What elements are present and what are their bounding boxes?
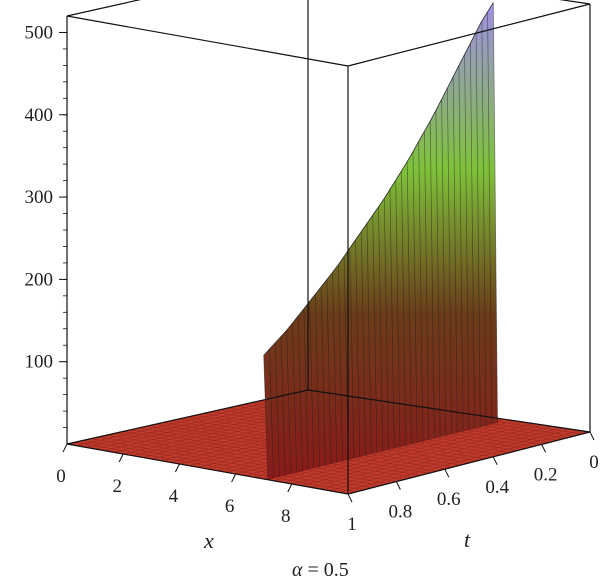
ridge-mesh-line bbox=[355, 239, 361, 458]
ridge-mesh-line bbox=[280, 336, 286, 476]
box-edge bbox=[347, 431, 591, 495]
t-tick-mark bbox=[492, 456, 498, 466]
x-tick-mark bbox=[118, 453, 124, 463]
box-edge bbox=[66, 389, 309, 445]
t-tick-mark bbox=[395, 481, 401, 490]
ridge-mesh-line bbox=[429, 121, 435, 439]
ridge-mesh-line bbox=[401, 170, 407, 446]
ridge-mesh-line bbox=[378, 206, 384, 452]
ridge-mesh-line bbox=[303, 308, 309, 470]
z-tick-label: 500 bbox=[25, 22, 54, 43]
t-tick-label: 0.4 bbox=[485, 477, 509, 498]
ridge-face bbox=[263, 2, 498, 480]
ridge-mesh-line bbox=[492, 2, 498, 424]
ridge-mesh-line bbox=[435, 110, 441, 438]
ridge-mesh-line bbox=[458, 65, 464, 432]
ridge-mesh-line bbox=[349, 248, 355, 459]
ridge-mesh-line bbox=[326, 279, 332, 465]
ridge-mesh-line bbox=[412, 151, 418, 443]
x-tick-mark bbox=[287, 483, 293, 493]
x-tick-label: 0 bbox=[56, 466, 66, 487]
ridge-mesh-line bbox=[447, 88, 452, 435]
ridge-mesh-line bbox=[475, 32, 481, 428]
box-edge bbox=[307, 389, 591, 433]
x-axis-ticks: 0 2 4 6 8 bbox=[56, 443, 293, 527]
ridge-mesh-line bbox=[315, 294, 320, 467]
t-tick-label: 0.8 bbox=[389, 502, 413, 523]
ridge-mesh-line bbox=[360, 231, 366, 456]
floor-grid-line bbox=[74, 441, 357, 493]
ridge-mesh-line bbox=[332, 272, 338, 463]
floor-grid-line bbox=[99, 436, 381, 486]
ridge-mesh-line bbox=[263, 355, 269, 480]
ridge-mesh-line bbox=[320, 286, 326, 466]
ridge-mesh-line bbox=[269, 349, 275, 479]
t-tick-mark bbox=[541, 444, 547, 453]
x-tick-mark bbox=[62, 443, 68, 453]
ridge-mesh-line bbox=[286, 330, 292, 475]
t-tick-mark bbox=[589, 431, 595, 441]
ridge-mesh-line bbox=[470, 43, 475, 429]
box-edge bbox=[66, 0, 142, 17]
floor-grid-line bbox=[83, 440, 365, 491]
ridge-mesh-line bbox=[395, 180, 401, 448]
box-edge bbox=[347, 3, 591, 67]
x-tick-label: 8 bbox=[281, 506, 291, 527]
box-edge bbox=[66, 15, 349, 67]
box-edge bbox=[66, 443, 349, 495]
ridge-mesh-line bbox=[297, 315, 303, 472]
ridge-mesh-line bbox=[366, 223, 372, 455]
ridge-mesh-line bbox=[274, 342, 280, 477]
floor-grid-line bbox=[123, 431, 405, 480]
ridge-crest bbox=[263, 2, 494, 356]
caption-rest: = 0.5 bbox=[303, 559, 349, 581]
x-tick-label: 2 bbox=[112, 476, 122, 497]
ridge-mesh-line bbox=[487, 11, 493, 425]
chart-caption: α = 0.5 bbox=[292, 559, 349, 581]
floor-grid-line bbox=[91, 438, 373, 489]
t-axis-label: t bbox=[464, 527, 471, 552]
ridge-mesh-line bbox=[464, 54, 470, 431]
box-edge bbox=[559, 0, 591, 5]
ridge-mesh-line bbox=[292, 323, 297, 473]
x-tick-label: 6 bbox=[225, 496, 235, 517]
ridge-surface bbox=[263, 2, 498, 480]
x-axis-label: x bbox=[203, 528, 214, 553]
ridge-mesh-line bbox=[372, 215, 378, 453]
caption-symbol: α bbox=[292, 559, 303, 581]
z-axis-ticks: 100 200 300 400 500 bbox=[25, 22, 67, 428]
ridge-mesh-line bbox=[406, 161, 412, 445]
ridge-mesh-line bbox=[309, 301, 315, 469]
z-tick-label: 300 bbox=[25, 187, 54, 208]
x-tick-label: 4 bbox=[169, 486, 179, 507]
ridge-mesh-line bbox=[424, 131, 430, 441]
ridge-mesh-line bbox=[383, 198, 389, 450]
ridge-mesh-line bbox=[481, 21, 487, 426]
ridge-mesh-line bbox=[452, 76, 458, 433]
t-tick-label: 1 bbox=[347, 514, 357, 535]
ridge-mesh-line bbox=[337, 264, 343, 462]
t-axis-ticks: 1 0.8 0.6 0.4 0.2 0 bbox=[347, 431, 599, 535]
floor-grid-line bbox=[115, 432, 397, 482]
ridge-mesh-line bbox=[389, 189, 395, 449]
z-tick-label: 200 bbox=[25, 269, 54, 290]
z-tick-label: 100 bbox=[25, 352, 54, 373]
floor-grid-line bbox=[107, 434, 389, 484]
t-tick-label: 0.6 bbox=[437, 489, 461, 510]
x-tick-mark bbox=[174, 463, 180, 473]
x-tick-mark bbox=[231, 473, 237, 483]
t-tick-label: 0.2 bbox=[534, 464, 558, 485]
t-tick-mark bbox=[444, 468, 450, 478]
ridge-mesh-line bbox=[418, 141, 424, 442]
t-tick-mark bbox=[347, 493, 353, 503]
t-tick-label: 0 bbox=[589, 452, 599, 473]
z-tick-label: 400 bbox=[25, 105, 54, 126]
ridge-mesh-line bbox=[441, 99, 447, 436]
